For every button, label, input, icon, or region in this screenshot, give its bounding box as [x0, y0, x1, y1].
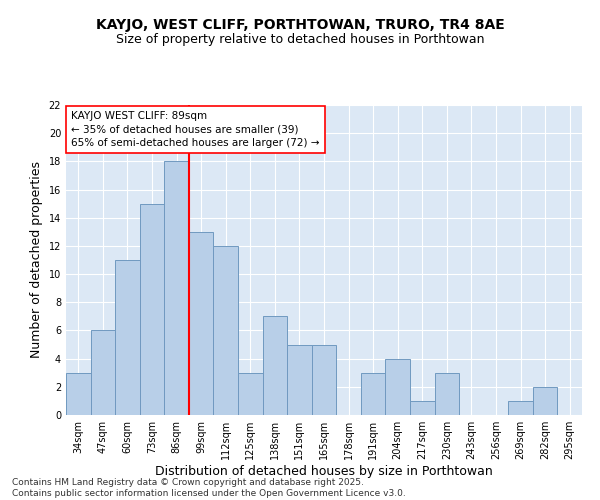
Text: KAYJO WEST CLIFF: 89sqm
← 35% of detached houses are smaller (39)
65% of semi-de: KAYJO WEST CLIFF: 89sqm ← 35% of detache… [71, 111, 320, 148]
Bar [508, 401, 533, 415]
Text: KAYJO, WEST CLIFF, PORTHTOWAN, TRURO, TR4 8AE: KAYJO, WEST CLIFF, PORTHTOWAN, TRURO, TR… [95, 18, 505, 32]
Bar [410, 401, 434, 415]
Bar [238, 372, 263, 415]
Bar [115, 260, 140, 415]
Bar [140, 204, 164, 415]
Y-axis label: Number of detached properties: Number of detached properties [30, 162, 43, 358]
Text: Contains HM Land Registry data © Crown copyright and database right 2025.
Contai: Contains HM Land Registry data © Crown c… [12, 478, 406, 498]
Bar [533, 387, 557, 415]
Bar [434, 372, 459, 415]
Bar [91, 330, 115, 415]
Text: Size of property relative to detached houses in Porthtowan: Size of property relative to detached ho… [116, 32, 484, 46]
Bar [263, 316, 287, 415]
Bar [385, 358, 410, 415]
Bar [312, 344, 336, 415]
Bar [361, 372, 385, 415]
Bar [287, 344, 312, 415]
X-axis label: Distribution of detached houses by size in Porthtowan: Distribution of detached houses by size … [155, 465, 493, 478]
Bar [164, 162, 189, 415]
Bar [66, 372, 91, 415]
Bar [189, 232, 214, 415]
Bar [214, 246, 238, 415]
